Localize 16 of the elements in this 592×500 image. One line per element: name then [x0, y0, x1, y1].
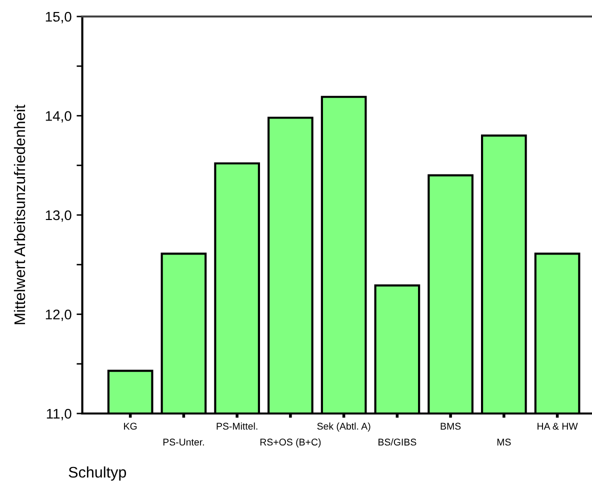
x-tick-label: BMS: [440, 422, 461, 430]
y-axis-title: Mittelwert Arbeitsunzufriedenheit: [14, 104, 26, 324]
x-tick-label: HA & HW: [538, 422, 578, 430]
x-tick-label: KG: [124, 422, 137, 430]
x-tick-label: Sek (Abtl. A): [317, 422, 370, 432]
x-tick-label: BS/GIBS: [378, 438, 416, 446]
y-tick-label: 13,0: [46, 210, 72, 222]
x-tick-label: PS-Mittel.: [216, 422, 258, 430]
y-tick-label: 11,0: [46, 408, 72, 420]
x-tick-label: MS: [497, 438, 511, 446]
x-axis-title: Schultyp: [68, 466, 126, 481]
y-tick-label: 15,0: [46, 12, 72, 24]
x-tick-label: RS+OS (B+C): [260, 438, 321, 448]
y-tick-label: 12,0: [46, 310, 72, 322]
y-tick-label: 14,0: [46, 111, 72, 123]
x-tick-label: PS-Unter.: [163, 438, 204, 446]
